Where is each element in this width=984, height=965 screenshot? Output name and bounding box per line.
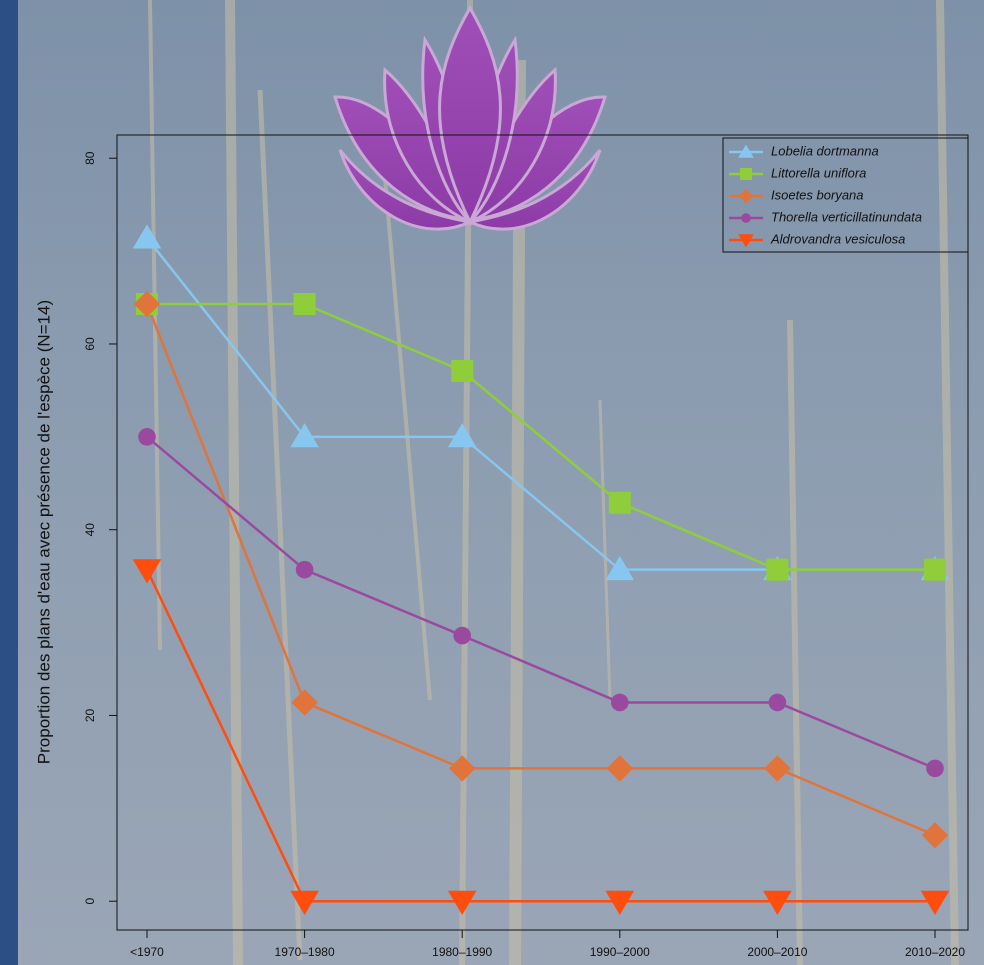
y-tick-label: 80: [83, 151, 97, 165]
data-point: [605, 890, 635, 915]
series-line: [145, 569, 935, 903]
data-point: [920, 890, 950, 915]
data-point: [924, 558, 946, 581]
data-point: [921, 822, 949, 849]
data-point: [138, 428, 156, 446]
data-point: [605, 555, 635, 581]
data-point: [763, 890, 792, 915]
legend-marker: [740, 168, 752, 180]
legend-label: Aldrovandra vesiculosa: [770, 231, 905, 246]
data-point: [295, 560, 314, 579]
data-point: [132, 559, 162, 584]
y-tick-label: 40: [83, 523, 97, 537]
legend-box: [722, 137, 969, 253]
data-point: [608, 491, 631, 514]
data-point: [451, 359, 474, 382]
legend: Lobelia dortmanna Littorella uniflora Isoe…: [722, 137, 969, 253]
data-point: [447, 890, 477, 915]
data-point: [766, 558, 789, 581]
data-point: [293, 293, 316, 316]
data-point: [606, 755, 633, 782]
legend-marker: [738, 144, 754, 158]
series-line: [145, 303, 936, 837]
data-point: [449, 755, 476, 782]
legend-marker: [738, 188, 754, 204]
legend-label: Isoetes boryana: [771, 187, 864, 202]
data-point: [447, 423, 477, 448]
legend-label: Lobelia dortmanna: [771, 143, 879, 158]
x-tick-label: <1970: [130, 945, 164, 959]
data-point: [768, 693, 787, 712]
legend-label: Littorella uniflora: [771, 165, 866, 180]
data-point: [290, 890, 319, 915]
data-point: [926, 759, 944, 778]
series-line: [147, 302, 935, 571]
y-tick-label: 20: [83, 708, 97, 722]
data-point: [291, 689, 318, 716]
lotus-logo: [333, 4, 607, 231]
x-tick-label: 2000–2010: [747, 945, 807, 959]
legend-marker: [738, 234, 754, 248]
data-point: [290, 423, 319, 448]
data-point: [764, 755, 791, 782]
x-tick-label: 1970–1980: [275, 945, 335, 959]
x-tick-label: 1980–1990: [432, 945, 492, 959]
series-line: [146, 435, 936, 770]
y-tick-label: 60: [83, 337, 97, 351]
y-axis-label: Proportion des plans d'eau avec présence…: [34, 300, 53, 764]
x-tick-label: 2010–2020: [905, 945, 965, 959]
data-point: [132, 224, 162, 249]
x-tick-label: 1990–2000: [590, 945, 650, 959]
legend-marker: [741, 213, 751, 223]
data-point: [453, 626, 472, 645]
plot-frame: [116, 134, 969, 931]
data-point: [611, 693, 629, 712]
legend-label: Thorella verticillatinundata: [771, 209, 922, 224]
data-point: [133, 290, 161, 318]
y-tick-label: 0: [83, 898, 97, 905]
